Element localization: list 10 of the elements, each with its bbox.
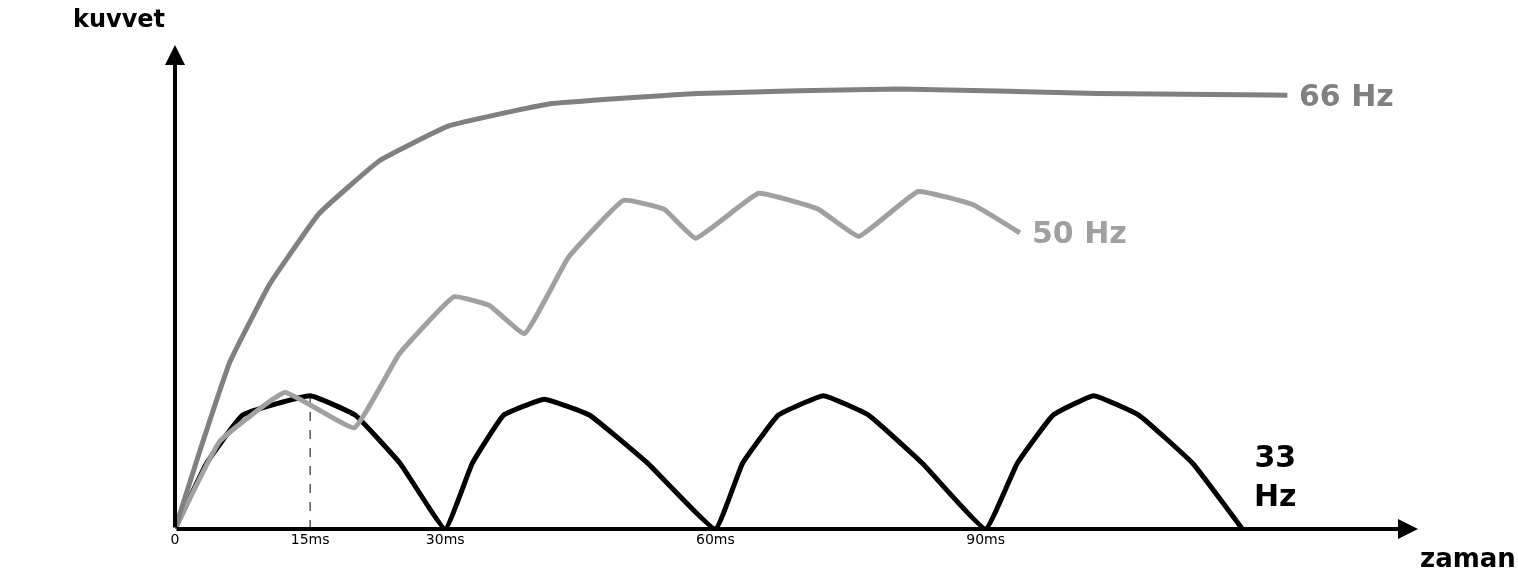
series-label: 33 Hz	[1254, 439, 1297, 513]
x-tick-label: 90ms	[966, 531, 1006, 547]
series-label: 66 Hz	[1299, 78, 1394, 113]
x-axis-title: zaman	[1420, 543, 1516, 573]
x-tick-label: 0	[170, 531, 180, 547]
x-tick-label: 15ms	[290, 531, 330, 547]
x-tick-label: 60ms	[696, 531, 735, 547]
series-label: 50 Hz	[1032, 215, 1127, 250]
x-tick-label: 30ms	[425, 531, 465, 547]
y-axis-title: kuvvet	[73, 5, 166, 33]
